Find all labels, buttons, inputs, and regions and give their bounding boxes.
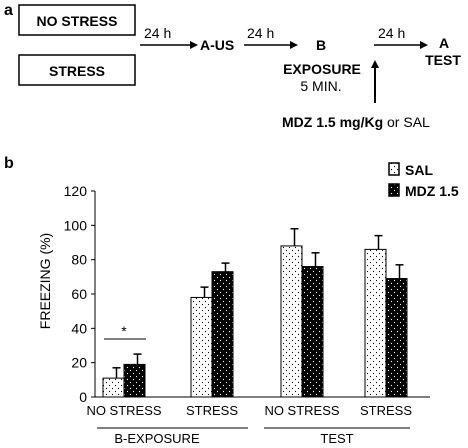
a-step: A <box>439 35 449 51</box>
group-label-test: TEST <box>320 431 353 446</box>
b-step: B <box>316 37 326 53</box>
y-tick-label: 80 <box>71 252 87 268</box>
legend-label-mdz: MDZ 1.5 <box>405 183 459 199</box>
no-stress-box <box>18 4 136 36</box>
arrow-1-label: 24 h <box>144 25 171 41</box>
y-tick-label: 0 <box>79 389 87 405</box>
bar-mdz <box>301 266 324 398</box>
legend-swatch-mdz <box>388 183 400 197</box>
bar-sal <box>280 245 303 398</box>
drug-dose: MDZ 1.5 mg/Kg <box>282 114 383 130</box>
bar-mdz <box>211 271 234 398</box>
stress-box-label: STRESS <box>49 63 105 79</box>
x-axis-labels: NO STRESS STRESS NO STRESS STRESS <box>86 403 412 418</box>
arrow-3-label: 24 h <box>378 25 405 41</box>
x-category-label: STRESS <box>360 403 412 418</box>
group-label-b-exposure: B-EXPOSURE <box>114 431 200 446</box>
significance-marker: * <box>121 323 127 339</box>
bar-mdz <box>385 278 408 398</box>
y-tick-label: 120 <box>64 183 88 199</box>
legend-swatch-sal <box>388 162 400 176</box>
bar-sal <box>190 296 213 398</box>
no-stress-box-label: NO STRESS <box>37 13 118 29</box>
exposure-label: EXPOSURE <box>283 61 361 77</box>
drug-label: MDZ 1.5 mg/Kg or SAL <box>282 114 430 130</box>
x-category-label: NO STRESS <box>86 403 161 418</box>
exposure-duration: 5 MIN. <box>300 78 341 94</box>
bar-sal <box>364 248 387 398</box>
panel-a-label: a <box>4 2 13 19</box>
y-tick-label: 60 <box>71 286 87 302</box>
legend-label-sal: SAL <box>405 162 433 178</box>
arrow-2-label: 24 h <box>247 25 274 41</box>
bar-sal <box>102 377 125 398</box>
y-tick-label: 20 <box>71 355 87 371</box>
a-us-step: A-US <box>200 37 234 53</box>
y-axis-ticks: 0 20 40 60 80 100 120 <box>64 183 95 405</box>
x-category-label: NO STRESS <box>264 403 339 418</box>
bars <box>102 228 408 398</box>
panel-b-label: b <box>4 155 14 172</box>
y-axis-label: FREEZING (%) <box>37 233 53 329</box>
test-label: TEST <box>425 52 461 68</box>
bar-mdz <box>123 363 146 398</box>
y-tick-label: 40 <box>71 320 87 336</box>
x-category-label: STRESS <box>186 403 238 418</box>
stress-box <box>18 54 136 86</box>
y-tick-label: 100 <box>64 217 88 233</box>
drug-alternative: or SAL <box>383 114 430 130</box>
